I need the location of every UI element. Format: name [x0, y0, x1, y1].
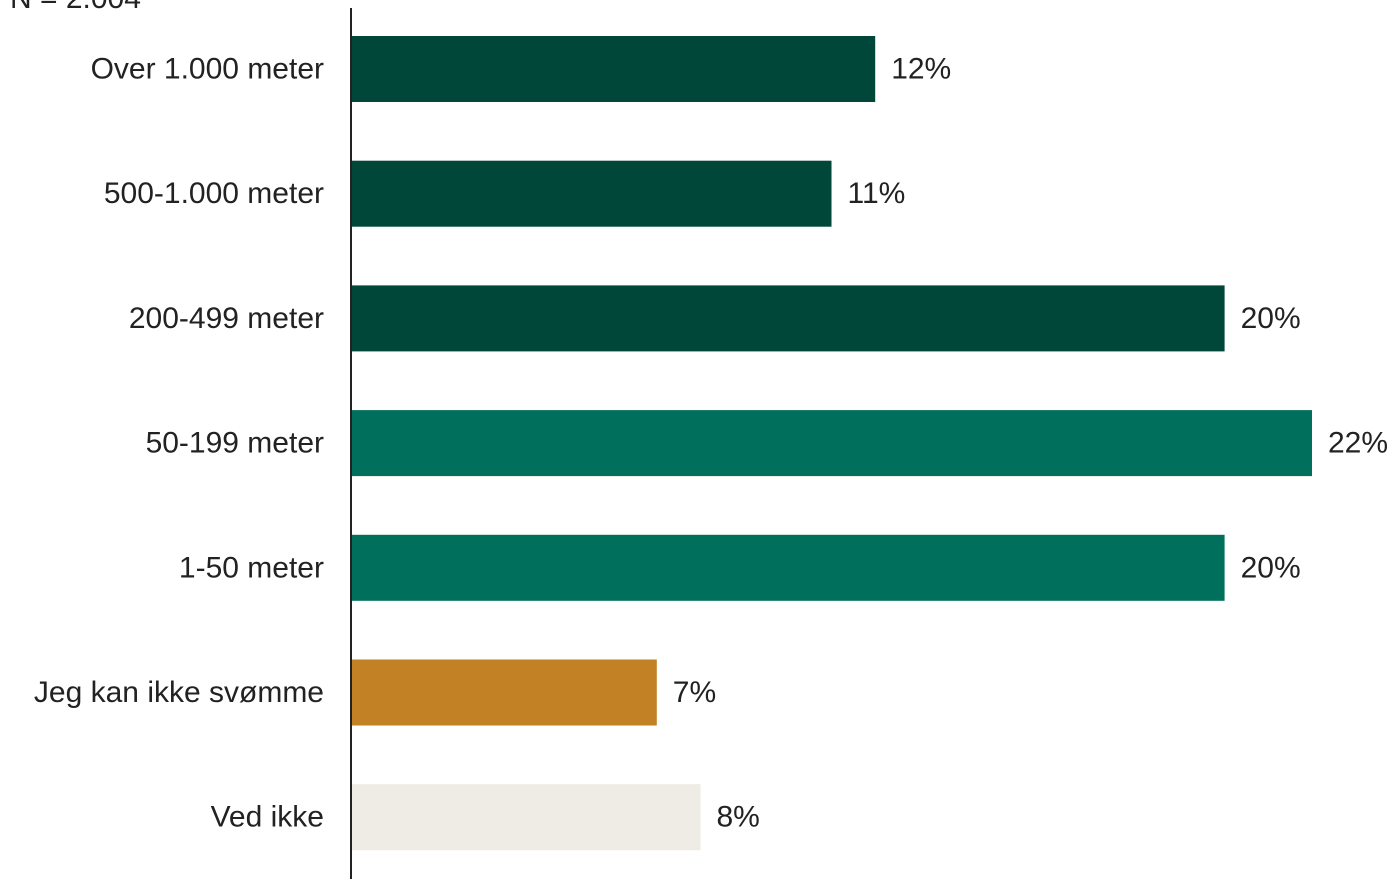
category-label-7: Ved ikke [211, 801, 324, 834]
category-label-3: 200-499 meter [129, 302, 324, 335]
value-label-7: 8% [717, 801, 760, 834]
bar-7 [351, 784, 701, 851]
sample-size-note: N = 2.004 [10, 0, 141, 15]
category-label-4: 50-199 meter [146, 427, 324, 460]
bar-3 [351, 285, 1225, 352]
value-label-2: 11% [848, 177, 906, 210]
bar-4 [351, 410, 1312, 477]
bar-6 [351, 659, 657, 726]
category-label-1: Over 1.000 meter [91, 53, 324, 86]
bar-2 [351, 160, 832, 227]
category-labels-group: Over 1.000 meter 500-1.000 meter 200-499 m… [34, 53, 324, 834]
value-labels-group: 12% 11% 20% 22% 20% 7% 8% [673, 53, 1388, 834]
value-label-3: 20% [1241, 302, 1301, 335]
bar-1 [351, 36, 876, 102]
category-label-5: 1-50 meter [179, 551, 324, 584]
value-label-5: 20% [1241, 551, 1301, 584]
value-label-6: 7% [673, 676, 716, 709]
value-label-4: 22% [1328, 427, 1388, 460]
bars-group [351, 36, 1312, 851]
category-label-6: Jeg kan ikke svømme [34, 676, 324, 709]
value-label-1: 12% [891, 53, 951, 86]
category-label-2: 500-1.000 meter [104, 177, 324, 210]
bar-5 [351, 534, 1225, 601]
